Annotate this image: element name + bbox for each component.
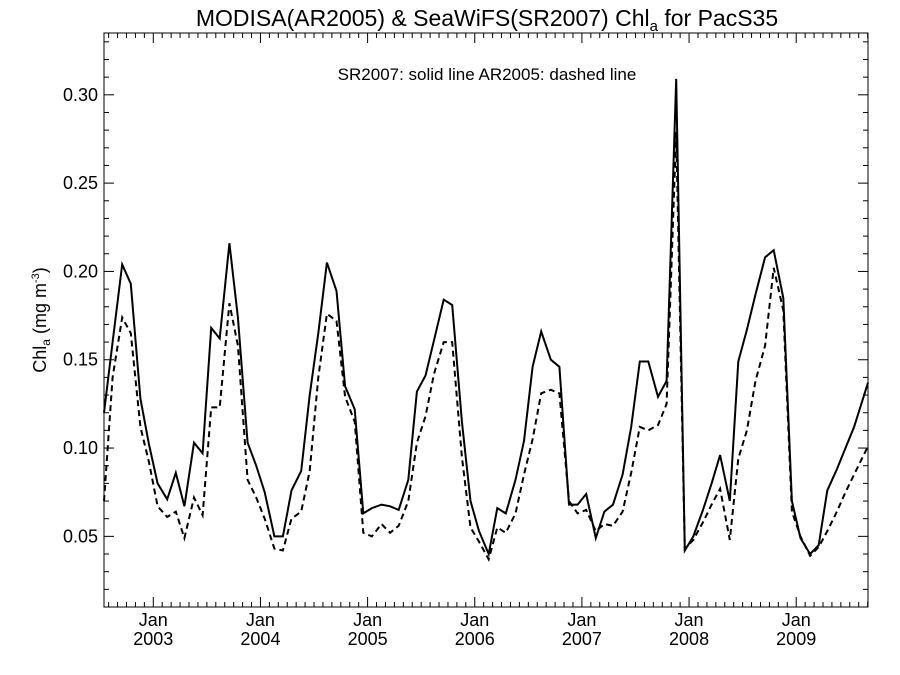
axis-ticks (104, 33, 869, 607)
x-tick-year-label: 2006 (455, 629, 495, 649)
y-tick-label: 0.15 (63, 350, 98, 370)
x-tick-year-label: 2008 (669, 629, 709, 649)
chart-title-subscript: a (650, 18, 659, 35)
y-tick-label: 0.25 (63, 173, 98, 193)
y-axis-label: Chla (mg m-3) (30, 267, 53, 372)
x-tick-year-label: 2005 (348, 629, 388, 649)
series-ar2005-line (103, 131, 869, 562)
x-tick-month-label: Jan (782, 610, 811, 630)
x-tick-year-label: 2007 (562, 629, 602, 649)
x-tick-month-label: Jan (139, 610, 168, 630)
chart-title: MODISA(AR2005) & SeaWiFS(SR2007) Chla fo… (196, 5, 778, 35)
chart-annotation: SR2007: solid line AR2005: dashed line (338, 65, 637, 84)
x-tick-year-label: 2009 (776, 629, 816, 649)
x-tick-month-label: Jan (246, 610, 275, 630)
y-axis-label-superscript: -3 (30, 273, 42, 283)
y-tick-label: 0.20 (63, 261, 98, 281)
x-tick-month-label: Jan (460, 610, 489, 630)
x-tick-month-label: Jan (567, 610, 596, 630)
x-tick-year-label: 2004 (240, 629, 280, 649)
chart-title-tail: for PacS35 (658, 5, 778, 31)
x-tick-month-label: Jan (675, 610, 704, 630)
y-axis-label-close: ) (30, 267, 50, 273)
y-tick-label: 0.30 (63, 85, 98, 105)
series-sr2007-line (103, 78, 869, 558)
axis-tick-labels: 0.050.100.150.200.250.30Jan2003Jan2004Ja… (63, 85, 816, 649)
x-tick-month-label: Jan (353, 610, 382, 630)
chart-title-main: MODISA(AR2005) & SeaWiFS(SR2007) Chl (196, 5, 650, 31)
y-axis-label-units: (mg m (30, 283, 50, 339)
y-axis-label-main: Chl (30, 346, 50, 373)
y-tick-label: 0.10 (63, 438, 98, 458)
svg-text:Chla (mg m-3): Chla (mg m-3) (30, 267, 53, 372)
y-tick-label: 0.05 (63, 526, 98, 546)
series-layer (103, 78, 869, 562)
plot-frame (103, 32, 869, 608)
x-tick-year-label: 2003 (133, 629, 173, 649)
y-axis-label-subscript: a (39, 339, 53, 346)
